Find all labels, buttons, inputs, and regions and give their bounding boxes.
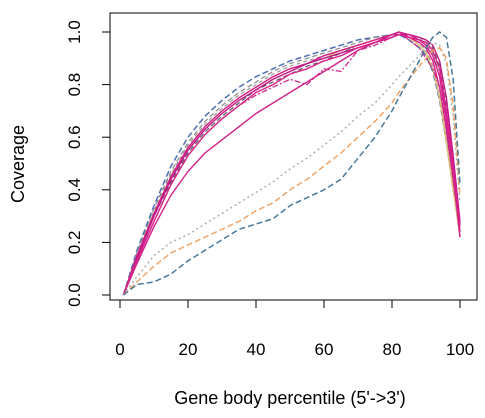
series-line-7 [122, 31, 461, 296]
x-tick-label: 80 [383, 340, 402, 359]
y-tick-label: 0.6 [65, 125, 84, 149]
y-axis-title: Coverage [8, 125, 28, 203]
y-tick-label: 0.2 [65, 231, 84, 255]
series-line-9 [122, 33, 461, 296]
x-axis: 0 20 40 60 80 100 [115, 299, 474, 359]
series-line-11 [122, 31, 461, 296]
series-layer [122, 31, 461, 296]
series-line-1 [122, 33, 461, 296]
x-tick-label: 20 [179, 340, 198, 359]
series-line-12 [122, 41, 461, 296]
x-tick-label: 100 [446, 340, 474, 359]
x-tick-label: 0 [115, 340, 124, 359]
y-tick-label: 1.0 [65, 20, 84, 44]
y-axis: 0.0 0.2 0.4 0.6 0.8 1.0 [65, 20, 111, 307]
series-line-8 [122, 33, 461, 296]
y-tick-label: 0.8 [65, 73, 84, 97]
series-line-13 [122, 46, 461, 296]
series-line-10 [122, 31, 461, 296]
x-tick-label: 60 [315, 340, 334, 359]
series-line-6 [122, 34, 461, 296]
y-tick-label: 0.0 [65, 283, 84, 307]
x-tick-label: 40 [247, 340, 266, 359]
x-axis-title: Gene body percentile (5'->3') [174, 388, 406, 408]
series-line-14 [122, 31, 461, 296]
y-tick-label: 0.4 [65, 178, 84, 202]
